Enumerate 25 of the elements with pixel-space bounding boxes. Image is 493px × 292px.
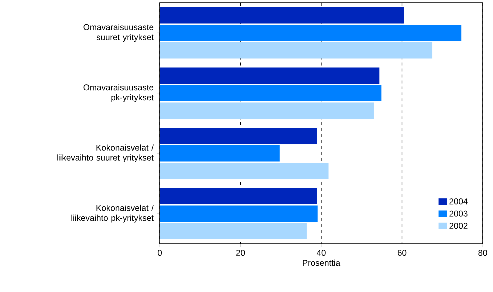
bar	[160, 24, 462, 42]
x-tick-label: 20	[236, 250, 246, 256]
y-tick-label: Omavaraisuusaste pk-yritykset	[84, 84, 154, 102]
y-tick-label: Kokonaisvelat / liikevaihto pk-yritykset	[72, 204, 154, 223]
x-tick-label: 0	[158, 250, 162, 256]
bar	[160, 42, 433, 59]
x-axis-title: Prosenttia	[303, 260, 341, 266]
bar	[160, 68, 380, 84]
bar	[160, 102, 374, 119]
y-tick-label: Omavaraisuusaste suuret yritykset	[84, 24, 154, 42]
y-tick-label: Kokonaisvelat / liikevaihto suuret yritykset	[57, 144, 154, 163]
bar	[160, 145, 280, 162]
legend-label: 2004	[450, 198, 468, 205]
bar	[160, 128, 318, 144]
x-tick-label: 40	[316, 250, 326, 256]
bar	[160, 8, 404, 24]
bar	[160, 162, 329, 180]
bar	[160, 223, 307, 240]
legend-label: 2003	[450, 210, 468, 217]
bar	[160, 85, 382, 102]
bar	[160, 188, 318, 205]
x-tick-label: 80	[478, 250, 488, 256]
bar	[160, 206, 318, 222]
x-tick-label: 60	[398, 250, 407, 256]
legend-label: 2002	[450, 223, 468, 229]
